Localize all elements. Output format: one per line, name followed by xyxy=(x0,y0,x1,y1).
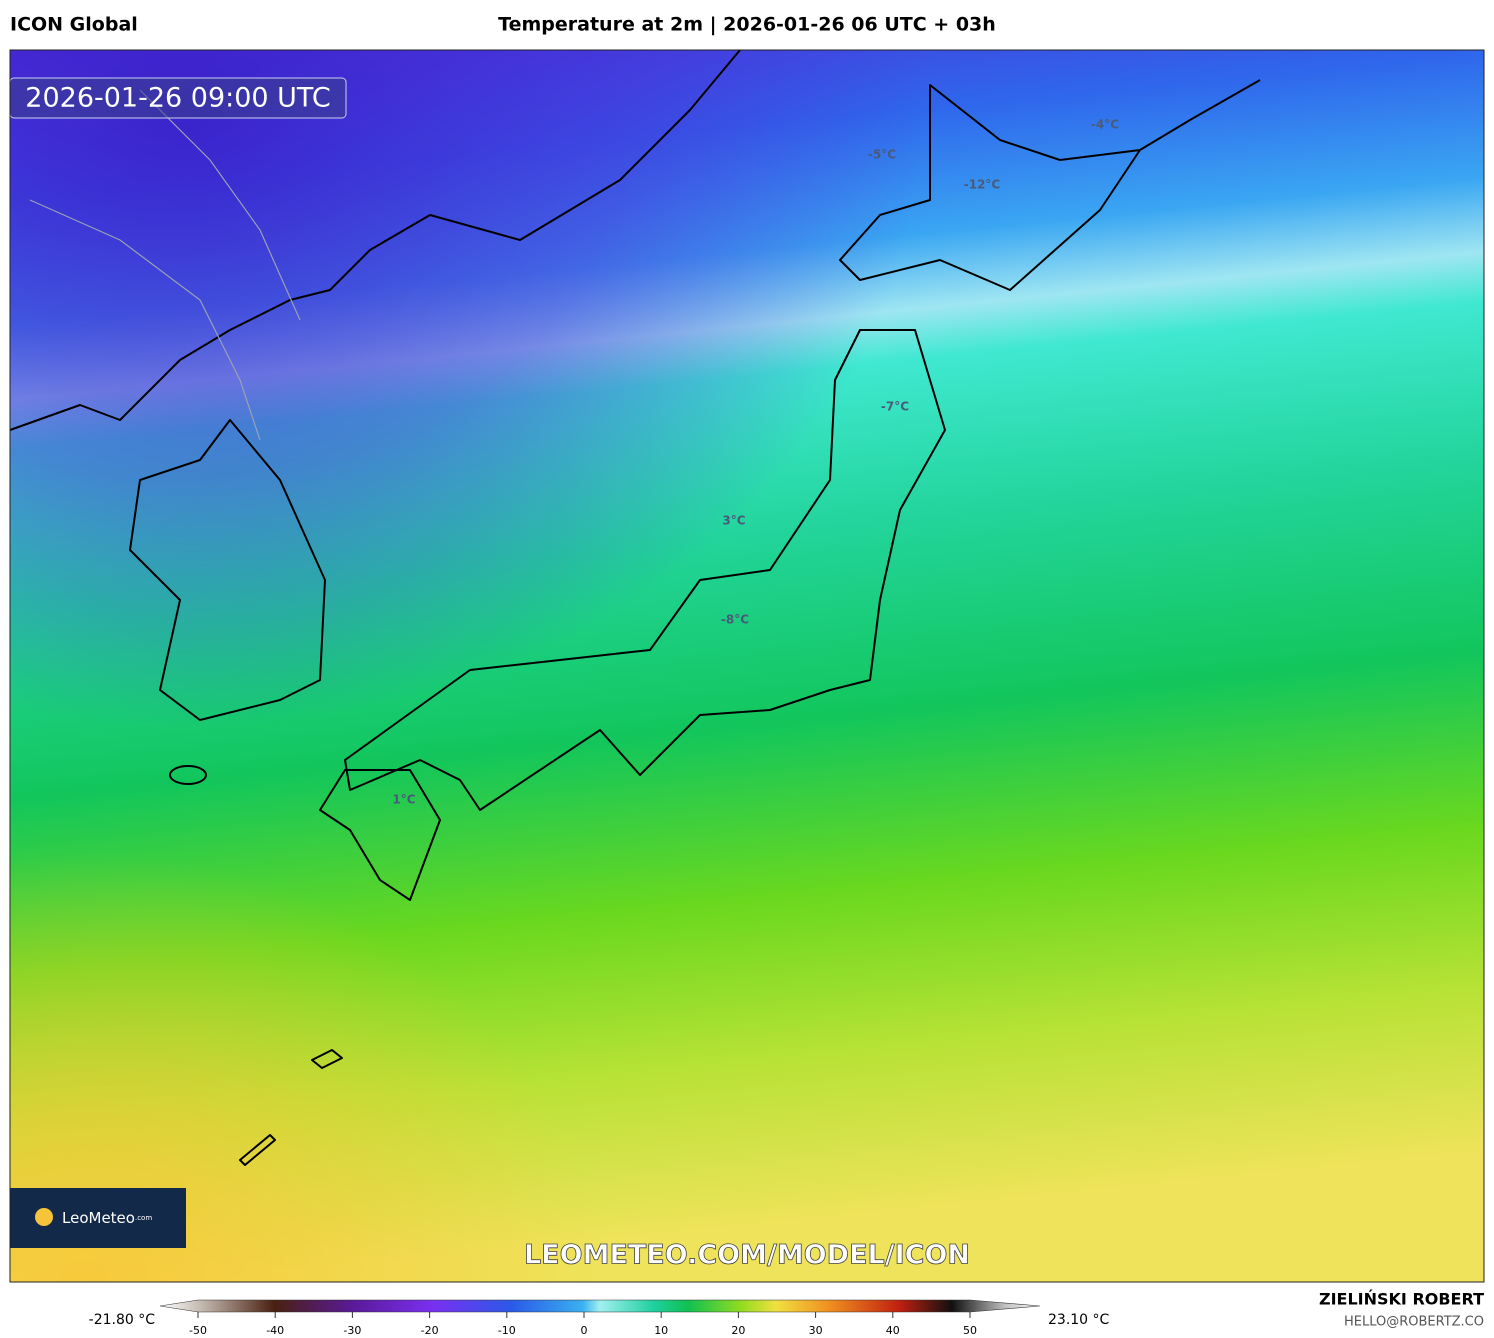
model-name: ICON Global xyxy=(10,14,138,36)
hokkaido-coast xyxy=(839,84,1141,291)
colorbar-tick-label: -30 xyxy=(343,1324,361,1337)
map-title: Temperature at 2m | 2026-01-26 06 UTC + … xyxy=(498,14,996,36)
colorbar-tick-label: 50 xyxy=(963,1324,977,1337)
colorbar-tick-label: -20 xyxy=(421,1324,439,1337)
logo-sun xyxy=(35,1208,53,1226)
temp-label: -4°C xyxy=(1091,118,1119,132)
kyushu-coast xyxy=(319,769,441,901)
temp-label: -7°C xyxy=(881,400,909,414)
temp-label: -12°C xyxy=(964,178,1001,192)
map: 2026-01-26 09:00 UTC -4°C -5°C -12°C -7°… xyxy=(9,49,1485,1283)
kuril-coast xyxy=(1139,79,1261,151)
colorbar-min: -21.80 °C xyxy=(89,1312,156,1328)
borders xyxy=(29,89,301,441)
colorbar-tick-label: -10 xyxy=(498,1324,516,1337)
author: ZIELIŃSKI ROBERT xyxy=(1319,1290,1484,1309)
map-frame xyxy=(9,49,1485,1283)
warm-region xyxy=(10,50,1484,1282)
honshu-coast xyxy=(344,329,946,811)
colorbar-tick-label: 20 xyxy=(731,1324,745,1337)
islands xyxy=(169,765,343,1166)
colorbar-tick-label: 10 xyxy=(654,1324,668,1337)
logo-text: LeoMeteo.com xyxy=(62,1209,152,1227)
temp-label: 3°C xyxy=(722,514,745,528)
colorbar-tick-label: 40 xyxy=(886,1324,900,1337)
colorbar-tick-label: -40 xyxy=(266,1324,284,1337)
colorbar-max: 23.10 °C xyxy=(1048,1312,1110,1328)
valid-time: 2026-01-26 09:00 UTC xyxy=(25,83,330,114)
colorbar xyxy=(159,1299,1041,1313)
korea-coast xyxy=(129,419,326,721)
temp-label: -5°C xyxy=(868,148,896,162)
colorbar-tick-label: -50 xyxy=(189,1324,207,1337)
email: HELLO@ROBERTZ.CO xyxy=(1344,1315,1484,1330)
colorbar-ticks: -50 -40 -30 -20 -10 0 10 20 30 40 50 xyxy=(189,1312,977,1337)
temp-label: 1°C xyxy=(392,793,415,807)
mainland-coast xyxy=(9,49,741,431)
colorbar-tick-label: 0 xyxy=(581,1324,588,1337)
watermark: LEOMETEO.COM/MODEL/ICON xyxy=(524,1240,970,1271)
colorbar-tick-label: 30 xyxy=(809,1324,823,1337)
temp-label: -8°C xyxy=(721,613,749,627)
